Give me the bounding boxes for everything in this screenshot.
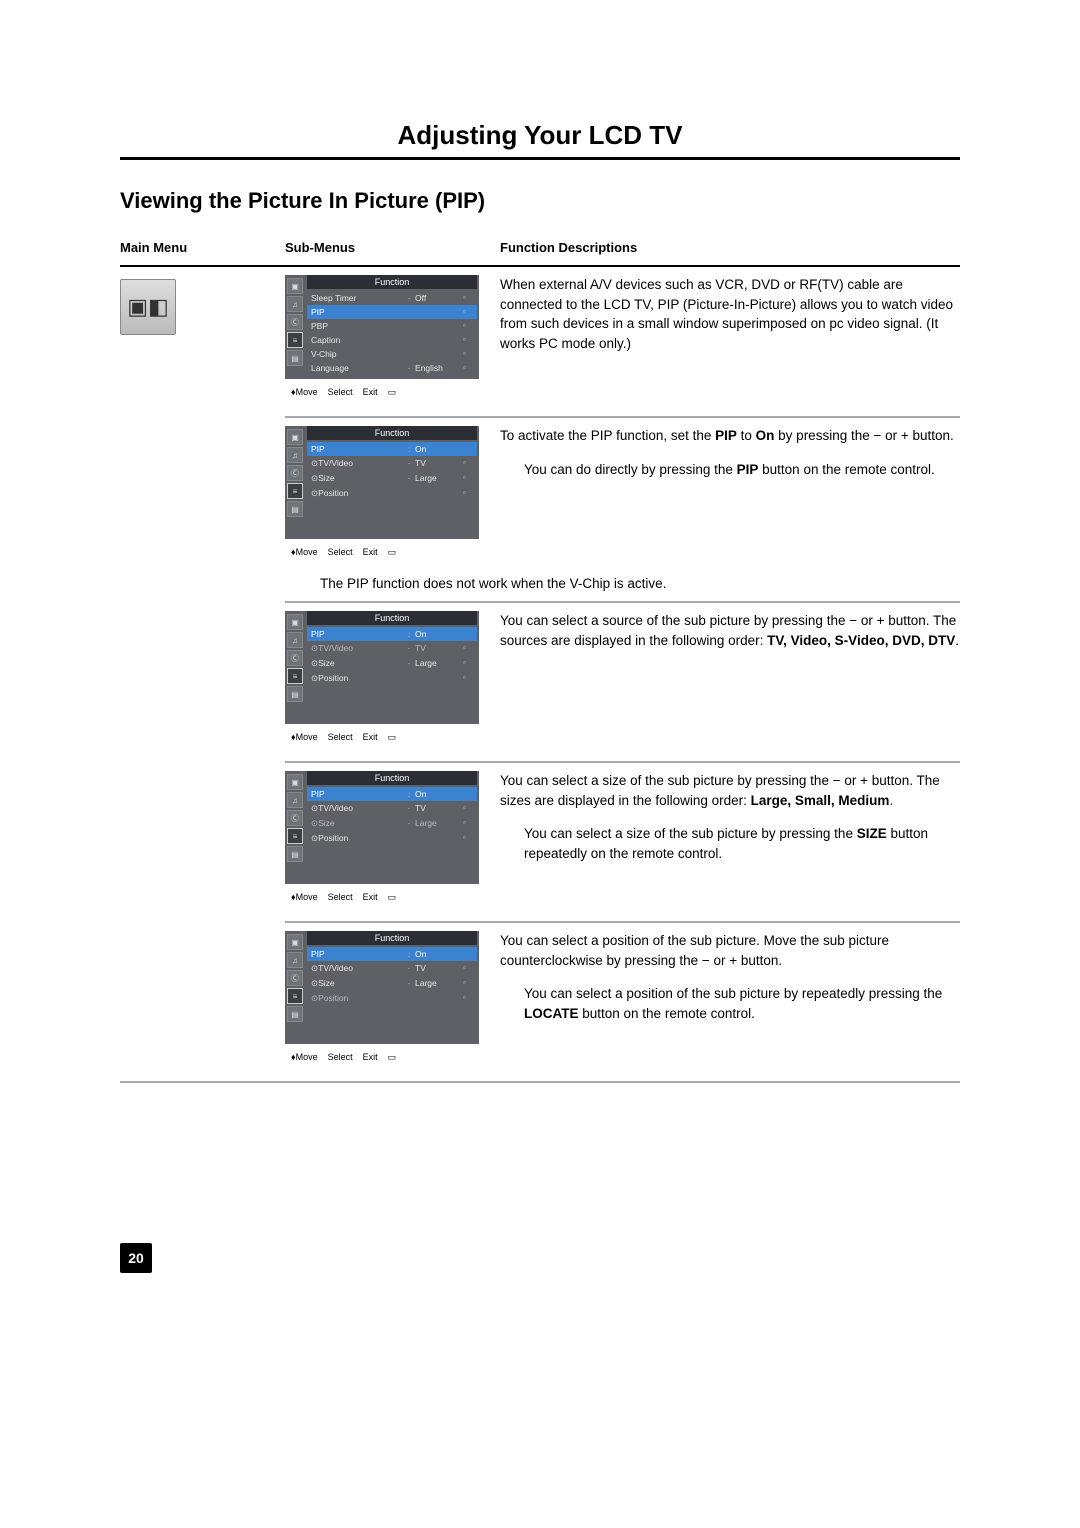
osd-row: PIP:On [307, 442, 477, 456]
osd-row: ⊙Position▫ [307, 831, 477, 846]
block-4: ▣ ♫ Ⓒ ≡ ▤ Function PIP:On⊙TV/Video·TV▫⊙S… [120, 771, 960, 913]
header-sub-menus: Sub-Menus [285, 240, 500, 255]
divider [285, 601, 960, 603]
osd-tab-icon: ≡ [287, 668, 303, 684]
osd-row: ⊙Size·Large▫ [307, 976, 477, 991]
osd-tab-icon: ♫ [287, 447, 303, 463]
osd-tab-icon: ♫ [287, 632, 303, 648]
osd-tab-icon: Ⓒ [287, 810, 303, 826]
osd-row: ⊙Size·Large▫ [307, 656, 477, 671]
osd-row: PIP▫ [307, 305, 477, 319]
osd-footer: ♦MoveSelectExit▭ [285, 890, 500, 913]
osd-rows: PIP:On⊙TV/Video·TV▫⊙Size·Large▫⊙Position… [307, 787, 477, 846]
osd-tab-icon: Ⓒ [287, 314, 303, 330]
block-1: ▣◧ ▣ ♫ Ⓒ ≡ ▤ Function Sleep Timer·Off▫PI… [120, 275, 960, 408]
osd-title: Function [307, 771, 477, 785]
page-number: 20 [120, 1243, 152, 1273]
osd-footer: ♦MoveSelectExit▭ [285, 385, 500, 408]
osd-row: PBP▫ [307, 319, 477, 333]
osd-panel-4: ▣ ♫ Ⓒ ≡ ▤ Function PIP:On⊙TV/Video·TV▫⊙S… [285, 771, 479, 884]
header-function-descriptions: Function Descriptions [500, 240, 960, 255]
osd-rows: PIP:On⊙TV/Video·TV▫⊙Size·Large▫⊙Position… [307, 442, 477, 501]
section-title: Viewing the Picture In Picture (PIP) [120, 188, 960, 214]
desc-text-indent: You can select a position of the sub pic… [500, 984, 960, 1023]
osd-row: PIP:On [307, 947, 477, 961]
osd-row: ⊙TV/Video·TV▫ [307, 456, 477, 471]
osd-title: Function [307, 426, 477, 440]
block-2: ▣ ♫ Ⓒ ≡ ▤ Function PIP:On⊙TV/Video·TV▫⊙S… [120, 426, 960, 568]
osd-row: ⊙Position▫ [307, 671, 477, 686]
osd-rows: Sleep Timer·Off▫PIP▫PBP▫Caption▫V-Chip▫L… [307, 291, 477, 375]
osd-row: ⊙TV/Video·TV▫ [307, 961, 477, 976]
osd-tab-icon: ≡ [287, 332, 303, 348]
osd-tab-icon: ≡ [287, 483, 303, 499]
osd-row: Language·English▫ [307, 361, 477, 375]
divider [285, 921, 960, 923]
osd-panel-1: ▣ ♫ Ⓒ ≡ ▤ Function Sleep Timer·Off▫PIP▫P… [285, 275, 479, 379]
desc-text-indent: You can do directly by pressing the PIP … [500, 460, 960, 480]
osd-tab-icon: Ⓒ [287, 970, 303, 986]
osd-panel-5: ▣ ♫ Ⓒ ≡ ▤ Function PIP:On⊙TV/Video·TV▫⊙S… [285, 931, 479, 1044]
osd-rows: PIP:On⊙TV/Video·TV▫⊙Size·Large▫⊙Position… [307, 947, 477, 1006]
osd-tab-icon: ▣ [287, 429, 303, 445]
osd-rows: PIP:On⊙TV/Video·TV▫⊙Size·Large▫⊙Position… [307, 627, 477, 686]
osd-tab-icon: ▣ [287, 614, 303, 630]
osd-row: ⊙Position▫ [307, 486, 477, 501]
osd-tab-icon: ▣ [287, 278, 303, 294]
osd-tab-icon: ≡ [287, 988, 303, 1004]
osd-footer: ♦MoveSelectExit▭ [285, 1050, 500, 1073]
osd-row: V-Chip▫ [307, 347, 477, 361]
osd-title: Function [307, 611, 477, 625]
desc-text: You can select a size of the sub picture… [500, 771, 960, 810]
osd-tab-icon: ♫ [287, 296, 303, 312]
main-menu-icon: ▣◧ [120, 279, 176, 335]
osd-row: ⊙Size·Large▫ [307, 816, 477, 831]
block-5: ▣ ♫ Ⓒ ≡ ▤ Function PIP:On⊙TV/Video·TV▫⊙S… [120, 931, 960, 1073]
osd-tab-icon: ▤ [287, 350, 303, 366]
desc-text: You can select a position of the sub pic… [500, 931, 960, 970]
header-main-menu: Main Menu [120, 240, 285, 255]
osd-tab-icon: ▣ [287, 934, 303, 950]
osd-row: PIP:On [307, 627, 477, 641]
osd-tab-icon: Ⓒ [287, 465, 303, 481]
osd-row: ⊙Size·Large▫ [307, 471, 477, 486]
osd-title: Function [307, 275, 477, 289]
osd-tab-icon: Ⓒ [287, 650, 303, 666]
osd-footer: ♦MoveSelectExit▭ [285, 545, 500, 568]
osd-panel-2: ▣ ♫ Ⓒ ≡ ▤ Function PIP:On⊙TV/Video·TV▫⊙S… [285, 426, 479, 539]
desc-text: When external A/V devices such as VCR, D… [500, 275, 960, 353]
block-3: ▣ ♫ Ⓒ ≡ ▤ Function PIP:On⊙TV/Video·TV▫⊙S… [120, 611, 960, 753]
page-title: Adjusting Your LCD TV [120, 120, 960, 160]
divider [120, 1081, 960, 1083]
osd-footer: ♦MoveSelectExit▭ [285, 730, 500, 753]
osd-row: ⊙TV/Video·TV▫ [307, 801, 477, 816]
osd-tab-icon: ▤ [287, 1006, 303, 1022]
osd-tab-icon: ▣ [287, 774, 303, 790]
osd-tab-icon: ≡ [287, 828, 303, 844]
divider [285, 761, 960, 763]
desc-text-indent: You can select a size of the sub picture… [500, 824, 960, 863]
osd-row: Caption▫ [307, 333, 477, 347]
osd-row: ⊙Position▫ [307, 991, 477, 1006]
column-headers: Main Menu Sub-Menus Function Description… [120, 236, 960, 267]
osd-tab-icon: ♫ [287, 952, 303, 968]
osd-tab-icon: ▤ [287, 686, 303, 702]
desc-text: To activate the PIP function, set the PI… [500, 426, 960, 446]
osd-tab-icon: ▤ [287, 501, 303, 517]
desc-text: You can select a source of the sub pictu… [500, 611, 960, 650]
osd-tab-icon: ▤ [287, 846, 303, 862]
osd-panel-3: ▣ ♫ Ⓒ ≡ ▤ Function PIP:On⊙TV/Video·TV▫⊙S… [285, 611, 479, 724]
divider [285, 416, 960, 418]
osd-tab-icon: ♫ [287, 792, 303, 808]
osd-row: Sleep Timer·Off▫ [307, 291, 477, 305]
note-row: The PIP function does not work when the … [320, 576, 960, 591]
osd-title: Function [307, 931, 477, 945]
osd-row: PIP:On [307, 787, 477, 801]
osd-row: ⊙TV/Video·TV▫ [307, 641, 477, 656]
